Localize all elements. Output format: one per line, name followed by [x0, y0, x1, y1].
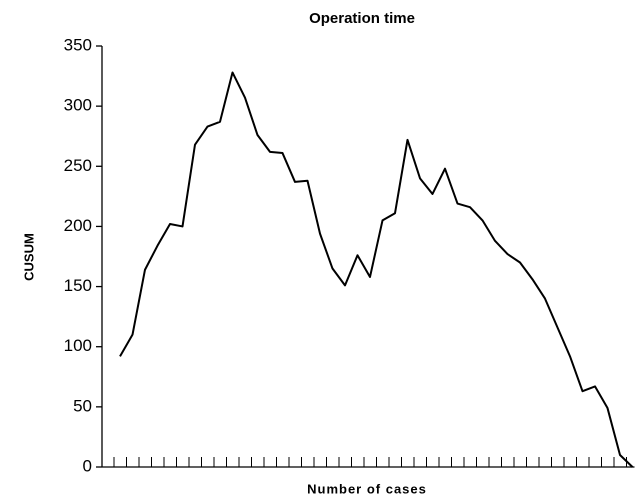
chart-title: Operation time: [309, 10, 415, 27]
y-tick-label: 50: [73, 396, 92, 415]
y-tick-label: 100: [64, 336, 92, 355]
y-axis-label: CUSUM: [21, 233, 36, 281]
y-tick-label: 0: [83, 456, 92, 475]
y-tick-label: 150: [64, 276, 92, 295]
y-tick-label: 300: [64, 96, 92, 115]
x-axis-label: Number of cases: [307, 481, 427, 496]
y-tick-label: 350: [64, 35, 92, 54]
y-tick-label: 200: [64, 216, 92, 235]
y-tick-label: 250: [64, 156, 92, 175]
data-line: [119, 71, 634, 468]
